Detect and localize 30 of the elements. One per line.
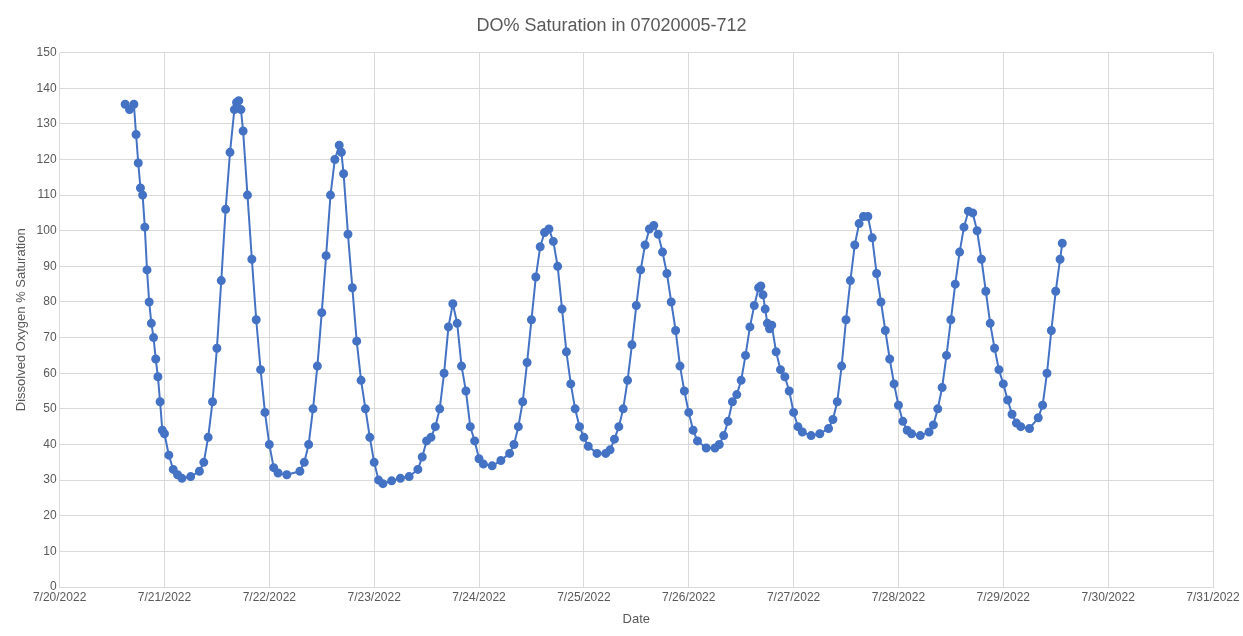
x-tick-label: 7/28/2022 <box>871 589 926 604</box>
x-tick-label: 7/24/2022 <box>452 589 507 604</box>
x-tick-label: 7/25/2022 <box>557 589 611 604</box>
y-tick-label: 10 <box>43 543 57 558</box>
y-tick-label: 60 <box>43 365 57 380</box>
y-tick-label: 90 <box>43 258 57 273</box>
x-tick-label: 7/29/2022 <box>976 589 1031 604</box>
y-axis-title: Dissolved Oxygen % Saturation <box>13 228 29 412</box>
x-tick-label: 7/23/2022 <box>347 589 402 604</box>
x-tick-label: 7/27/2022 <box>766 589 821 604</box>
y-tick-label: 150 <box>36 44 57 59</box>
chart-title: DO% Saturation in 07020005-712 <box>476 14 747 35</box>
y-tick-label: 20 <box>43 508 57 523</box>
x-tick-label: 7/22/2022 <box>242 589 297 604</box>
y-tick-label: 110 <box>37 187 57 202</box>
y-tick-label: 120 <box>36 151 57 166</box>
x-axis-title: Date <box>622 610 651 626</box>
x-tick-label: 7/20/2022 <box>32 589 87 604</box>
y-tick-label: 130 <box>36 116 57 131</box>
x-tick-label: 7/21/2022 <box>137 589 192 604</box>
x-tick-label: 7/26/2022 <box>662 589 716 604</box>
x-tick-label: 7/30/2022 <box>1081 589 1136 604</box>
y-tick-label: 30 <box>43 472 57 487</box>
y-tick-label: 50 <box>43 401 57 416</box>
y-tick-label: 70 <box>43 329 57 344</box>
y-tick-label: 80 <box>43 294 57 309</box>
y-tick-label: 100 <box>36 223 57 238</box>
y-tick-label: 140 <box>36 80 57 95</box>
y-tick-label: 40 <box>43 436 57 451</box>
x-tick-label: 7/31/2022 <box>1186 589 1241 604</box>
